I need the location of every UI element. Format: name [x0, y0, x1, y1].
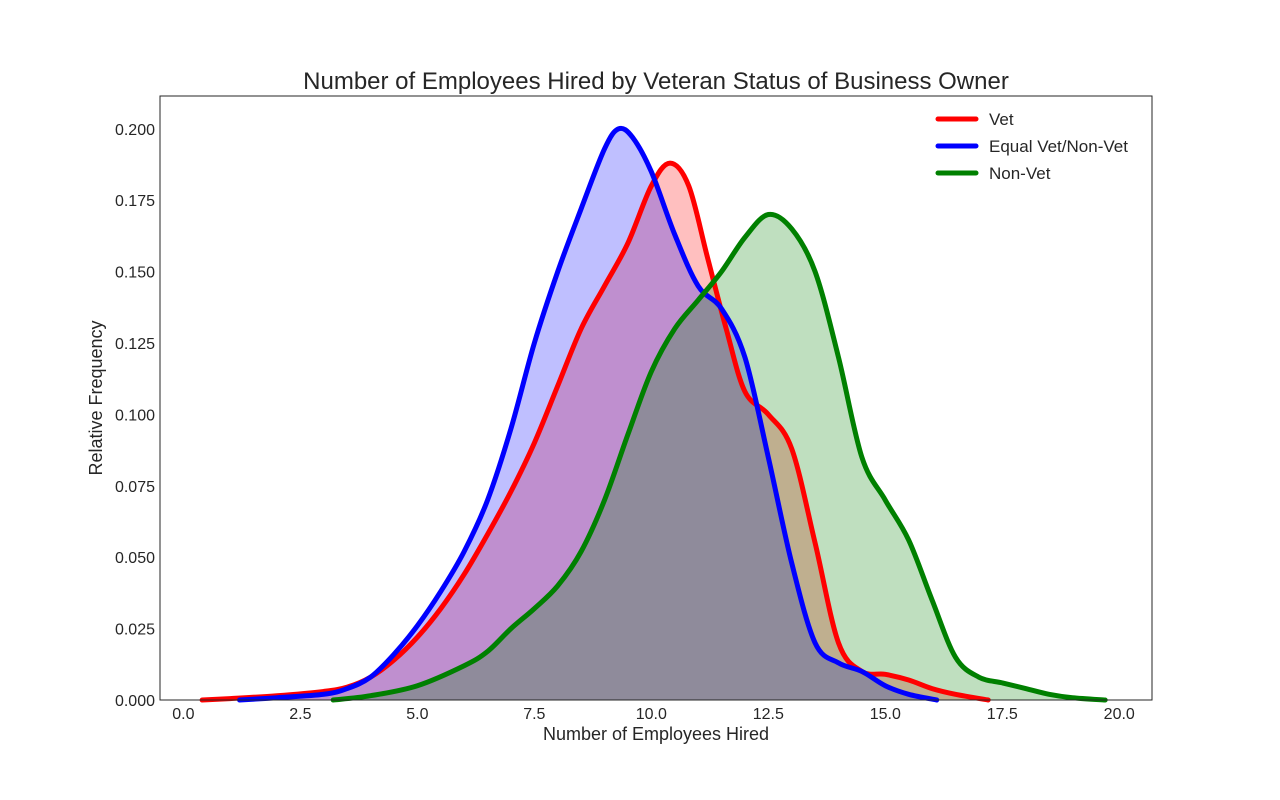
- chart-title: Number of Employees Hired by Veteran Sta…: [303, 68, 1009, 95]
- series-lines: [199, 125, 1108, 703]
- x-tick-label: 15.0: [870, 706, 901, 723]
- legend-label-non-vet: Non-Vet: [989, 164, 1051, 183]
- series-line-equal-vet-non-vet: [237, 125, 940, 703]
- x-tick-label: 12.5: [753, 706, 784, 723]
- y-tick-label: 0.050: [115, 550, 155, 567]
- x-axis-ticks: 0.0 2.5 5.0 7.5 10.0 12.5 15.0 17.5 20.0: [172, 706, 1135, 723]
- series-fill-equal-vet-non-vet: [239, 128, 937, 700]
- x-tick-label: 5.0: [406, 706, 428, 723]
- y-axis-label: Relative Frequency: [86, 320, 106, 475]
- series-line-non-vet: [330, 211, 1108, 703]
- x-axis-label: Number of Employees Hired: [543, 724, 769, 744]
- x-tick-label: 2.5: [289, 706, 311, 723]
- y-tick-label: 0.150: [115, 265, 155, 282]
- y-tick-label: 0.000: [115, 693, 155, 710]
- x-tick-label: 17.5: [987, 706, 1018, 723]
- plot-frame: [159, 95, 1153, 701]
- x-tick-label: 0.0: [172, 706, 194, 723]
- y-tick-label: 0.100: [115, 407, 155, 424]
- x-tick-label: 10.0: [636, 706, 667, 723]
- legend-label-equal-vet-non-vet: Equal Vet/Non-Vet: [989, 137, 1128, 156]
- series-fills: [202, 128, 1106, 701]
- y-axis-ticks: 0.000 0.025 0.050 0.075 0.100 0.125 0.150 0.175…: [115, 122, 155, 710]
- x-tick-label: 20.0: [1104, 706, 1135, 723]
- x-tick-label: 7.5: [523, 706, 545, 723]
- y-tick-label: 0.175: [115, 193, 155, 210]
- legend: Vet Equal Vet/Non-Vet Non-Vet: [935, 110, 1128, 183]
- y-tick-label: 0.025: [115, 622, 155, 639]
- legend-label-vet: Vet: [989, 110, 1014, 129]
- y-tick-label: 0.200: [115, 122, 155, 139]
- y-tick-label: 0.075: [115, 479, 155, 496]
- series-fill-non-vet: [333, 214, 1106, 700]
- y-tick-label: 0.125: [115, 336, 155, 353]
